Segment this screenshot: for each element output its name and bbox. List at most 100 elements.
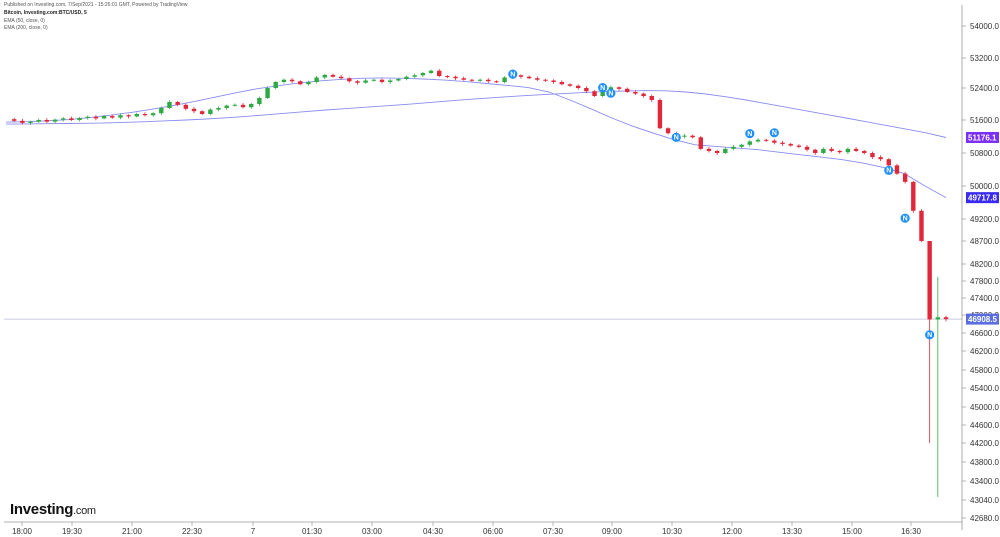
y-tick-label: 50800.0 bbox=[970, 149, 999, 158]
ema200-legend: EMA (200, close, 0) bbox=[4, 25, 48, 31]
ema200-badge-label: 51176.1 bbox=[968, 133, 997, 142]
y-tick-label: 46600.0 bbox=[970, 329, 999, 338]
y-tick-label: 43800.0 bbox=[970, 458, 999, 467]
news-marker-label: N bbox=[772, 130, 777, 137]
news-marker-label: N bbox=[903, 216, 908, 223]
candle-body bbox=[159, 108, 164, 114]
x-tick-label: 15:00 bbox=[842, 527, 863, 536]
candle-body bbox=[412, 75, 417, 77]
ema50-badge-label: 49717.8 bbox=[968, 194, 997, 203]
candle-body bbox=[265, 88, 270, 98]
candle-body bbox=[445, 76, 450, 77]
candle-body bbox=[845, 148, 851, 153]
news-marker-label: N bbox=[886, 168, 891, 175]
investing-logo: Investing.com bbox=[10, 501, 96, 518]
candle-body bbox=[943, 317, 949, 320]
news-marker-icon bbox=[508, 69, 518, 79]
y-tick-label: 45400.0 bbox=[970, 384, 999, 393]
candle-body bbox=[862, 150, 867, 153]
news-marker-label: N bbox=[608, 91, 613, 98]
y-tick-label: 54000.0 bbox=[970, 22, 999, 31]
candle-body bbox=[224, 105, 229, 108]
candle-body bbox=[52, 119, 58, 122]
candle-body bbox=[232, 104, 238, 106]
y-tick-label: 51600.0 bbox=[970, 116, 999, 125]
y-tick-label: 47400.0 bbox=[970, 294, 999, 303]
candle-body bbox=[150, 113, 156, 116]
candle-body bbox=[347, 78, 352, 82]
candle-body bbox=[281, 79, 287, 82]
news-marker-icon bbox=[606, 88, 616, 98]
candle-body bbox=[69, 118, 74, 120]
candle-body bbox=[649, 96, 654, 100]
candle-body bbox=[535, 78, 540, 80]
x-tick-label: 01:30 bbox=[302, 527, 323, 536]
x-tick-label: 18:00 bbox=[12, 527, 33, 536]
news-marker-label: N bbox=[747, 131, 752, 138]
candle-body bbox=[543, 79, 548, 81]
candle-body bbox=[118, 115, 123, 118]
x-tick-label: 19:30 bbox=[62, 527, 83, 536]
x-tick-label: 7 bbox=[251, 527, 256, 536]
last-price-badge bbox=[966, 313, 999, 325]
news-marker-icon bbox=[745, 129, 755, 139]
candle-body bbox=[396, 79, 401, 81]
candle-body bbox=[216, 108, 221, 110]
candle-body bbox=[134, 114, 139, 117]
candle-body bbox=[706, 148, 712, 151]
y-tick-label: 44600.0 bbox=[970, 421, 999, 430]
candle-body bbox=[371, 79, 377, 81]
ema200-line bbox=[5, 90, 947, 138]
candle-body bbox=[175, 102, 180, 105]
candle-body bbox=[167, 102, 172, 108]
candle-body bbox=[723, 148, 728, 153]
candle-body bbox=[813, 149, 818, 153]
y-tick-label: 53200.0 bbox=[970, 54, 999, 63]
candle-body bbox=[526, 76, 532, 79]
candle-body bbox=[755, 139, 761, 142]
candle-body bbox=[886, 159, 891, 166]
candle-body bbox=[199, 111, 205, 114]
x-tick-label: 21:00 bbox=[122, 527, 143, 536]
candle-body bbox=[780, 142, 785, 144]
y-tick-label: 45000.0 bbox=[970, 403, 999, 412]
candle-body bbox=[682, 135, 687, 137]
candle-body bbox=[437, 70, 442, 76]
candle-body bbox=[208, 109, 213, 114]
candle-body bbox=[902, 173, 908, 182]
candle-body bbox=[698, 137, 703, 149]
candle-body bbox=[927, 241, 932, 320]
y-tick-label: 52400.0 bbox=[970, 84, 999, 93]
candle-body bbox=[772, 140, 777, 143]
news-marker-label: N bbox=[510, 72, 515, 79]
candle-body bbox=[804, 146, 810, 150]
candle-body bbox=[469, 79, 475, 81]
candle-body bbox=[477, 79, 483, 81]
candle-body bbox=[821, 148, 826, 153]
candle-body bbox=[731, 146, 736, 149]
candle-body bbox=[494, 81, 499, 83]
candle-body bbox=[36, 120, 41, 122]
candle-body bbox=[428, 70, 434, 73]
candle-body bbox=[355, 81, 360, 83]
candle-body bbox=[894, 165, 900, 174]
y-tick-label: 47800.0 bbox=[970, 277, 999, 286]
ema50-badge bbox=[966, 192, 999, 204]
candle-body bbox=[919, 210, 924, 241]
x-tick-label: 09:00 bbox=[602, 527, 623, 536]
candle-body bbox=[289, 79, 295, 82]
candle-body bbox=[387, 80, 393, 82]
x-tick-label: 04:30 bbox=[423, 527, 444, 536]
news-marker-icon bbox=[671, 132, 681, 142]
y-tick-label: 49200.0 bbox=[970, 215, 999, 224]
candle-body bbox=[633, 92, 638, 94]
candle-body bbox=[502, 77, 507, 82]
candle-body bbox=[665, 128, 671, 134]
candle-body bbox=[453, 76, 458, 79]
candle-body bbox=[306, 82, 311, 85]
y-tick-label: 48700.0 bbox=[970, 237, 999, 246]
candle-body bbox=[608, 87, 614, 90]
candle-body bbox=[796, 145, 802, 147]
y-tick-label: 43400.0 bbox=[970, 477, 999, 486]
